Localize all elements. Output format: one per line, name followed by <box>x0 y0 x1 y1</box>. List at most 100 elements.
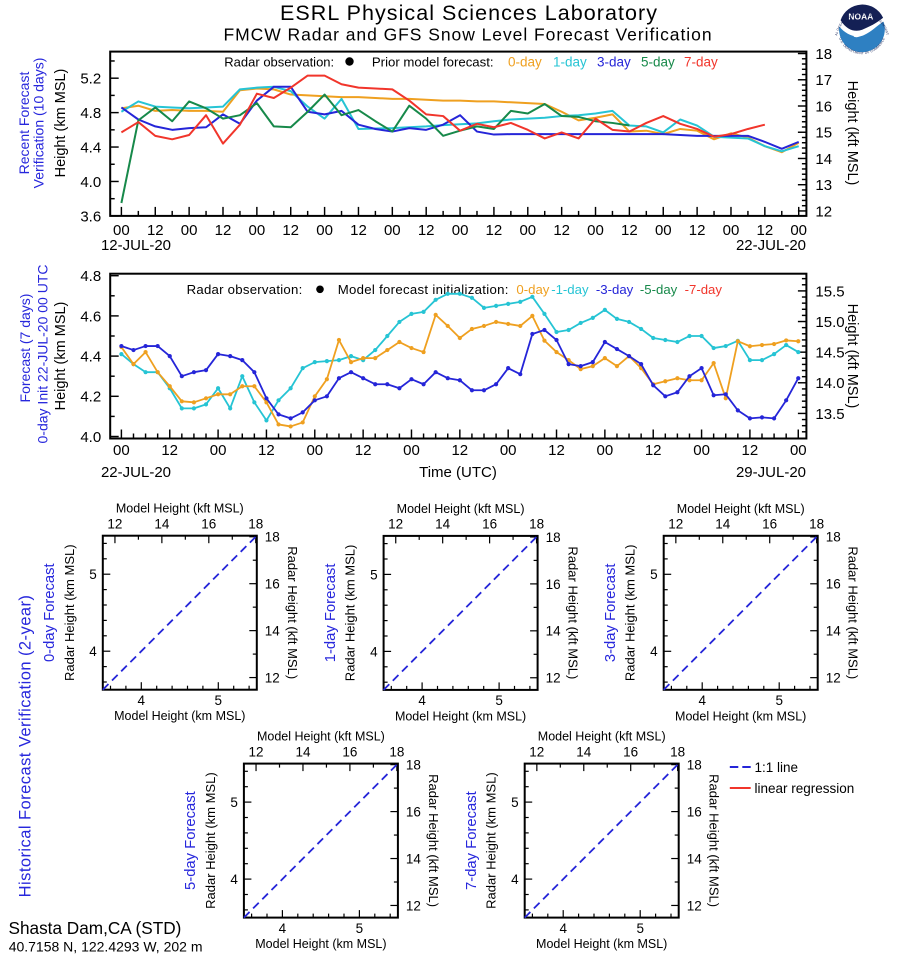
svg-text:15.5: 15.5 <box>815 283 844 300</box>
svg-text:14: 14 <box>687 851 703 866</box>
svg-text:Radar Height (kft MSL): Radar Height (kft MSL) <box>846 546 861 679</box>
svg-text:Verification (10 days): Verification (10 days) <box>31 58 47 189</box>
svg-text:18: 18 <box>265 530 280 545</box>
svg-text:0-day: 0-day <box>508 54 542 69</box>
svg-text:4.8: 4.8 <box>80 105 101 122</box>
svg-text:14: 14 <box>546 624 562 639</box>
svg-text:12: 12 <box>553 222 570 239</box>
svg-text:Radar Height (kft MSL): Radar Height (kft MSL) <box>285 546 300 679</box>
svg-text:5-day: 5-day <box>641 54 675 69</box>
svg-text:16: 16 <box>687 805 702 820</box>
svg-text:18: 18 <box>670 744 685 759</box>
svg-text:12: 12 <box>548 442 565 459</box>
svg-text:15.0: 15.0 <box>815 314 844 331</box>
svg-text:16: 16 <box>201 517 216 532</box>
svg-text:NOAA: NOAA <box>848 11 873 21</box>
svg-text:Radar Height (km MSL): Radar Height (km MSL) <box>343 545 358 682</box>
svg-text:7-day: 7-day <box>684 54 718 69</box>
svg-text:00: 00 <box>306 442 323 459</box>
svg-text:12: 12 <box>815 203 832 220</box>
svg-text:-7-day: -7-day <box>685 282 723 297</box>
svg-text:0-day Init 22-JUL-20 00 UTC: 0-day Init 22-JUL-20 00 UTC <box>35 265 51 444</box>
svg-text:00: 00 <box>403 442 420 459</box>
svg-text:00: 00 <box>210 442 227 459</box>
svg-text:Radar observation:: Radar observation: <box>187 282 303 297</box>
svg-text:12: 12 <box>248 744 263 759</box>
svg-text:13.5: 13.5 <box>815 406 844 423</box>
svg-text:5: 5 <box>650 567 658 582</box>
svg-text:18: 18 <box>809 517 824 532</box>
svg-text:12: 12 <box>687 898 702 913</box>
svg-text:1:1 line: 1:1 line <box>755 760 799 775</box>
svg-text:40.7158 N, 122.4293 W, 202 m: 40.7158 N, 122.4293 W, 202 m <box>9 939 203 955</box>
svg-text:18: 18 <box>248 517 263 532</box>
svg-text:00: 00 <box>790 222 807 239</box>
svg-text:3.6: 3.6 <box>80 208 101 225</box>
svg-text:-3-day: -3-day <box>596 282 634 297</box>
svg-text:Model Height (km MSL): Model Height (km MSL) <box>675 709 806 723</box>
svg-text:00: 00 <box>655 222 672 239</box>
svg-text:14: 14 <box>435 517 451 532</box>
svg-text:5: 5 <box>495 693 503 708</box>
svg-text:12: 12 <box>689 222 706 239</box>
svg-text:14.5: 14.5 <box>815 345 844 362</box>
svg-text:12: 12 <box>388 517 403 532</box>
svg-text:Recent Forecast: Recent Forecast <box>16 72 32 175</box>
svg-text:12: 12 <box>486 222 503 239</box>
svg-text:4: 4 <box>698 693 706 708</box>
svg-text:Model Height (kft MSL): Model Height (kft MSL) <box>538 730 666 744</box>
svg-text:Time (UTC): Time (UTC) <box>419 464 497 481</box>
svg-text:18: 18 <box>389 744 404 759</box>
svg-text:12: 12 <box>645 442 662 459</box>
svg-text:0-day Forecast: 0-day Forecast <box>42 563 58 662</box>
svg-text:12: 12 <box>668 517 683 532</box>
svg-text:12: 12 <box>406 898 421 913</box>
svg-text:14.0: 14.0 <box>815 375 844 392</box>
svg-text:14: 14 <box>576 744 592 759</box>
svg-text:16: 16 <box>762 517 777 532</box>
svg-text:4.8: 4.8 <box>80 268 101 285</box>
svg-text:18: 18 <box>529 517 544 532</box>
svg-text:13: 13 <box>815 177 832 194</box>
svg-text:4: 4 <box>138 693 146 708</box>
svg-text:4.0: 4.0 <box>80 429 101 446</box>
svg-text:22-JUL-20: 22-JUL-20 <box>101 464 171 481</box>
svg-text:4.4: 4.4 <box>80 349 101 366</box>
svg-text:Model Height (km MSL): Model Height (km MSL) <box>395 709 526 723</box>
svg-text:Radar Height (kft MSL): Radar Height (kft MSL) <box>707 774 722 907</box>
svg-text:14: 14 <box>295 744 311 759</box>
svg-text:5: 5 <box>775 693 783 708</box>
svg-text:5: 5 <box>89 567 97 582</box>
svg-text:5: 5 <box>230 795 238 810</box>
svg-text:1-day Forecast: 1-day Forecast <box>323 564 339 663</box>
svg-text:5.2: 5.2 <box>80 71 101 88</box>
svg-text:00: 00 <box>384 222 401 239</box>
svg-text:18: 18 <box>815 46 832 63</box>
svg-text:Height (km MSL): Height (km MSL) <box>53 302 69 411</box>
svg-text:16: 16 <box>342 744 357 759</box>
svg-text:4: 4 <box>559 921 567 936</box>
svg-text:14: 14 <box>406 851 422 866</box>
svg-text:15: 15 <box>815 125 832 142</box>
svg-text:Historical Forecast Verificati: Historical Forecast Verification (2-year… <box>17 595 35 898</box>
svg-text:5: 5 <box>511 795 519 810</box>
svg-text:Radar Height (km MSL): Radar Height (km MSL) <box>62 544 77 681</box>
svg-text:12: 12 <box>742 442 759 459</box>
svg-text:12: 12 <box>451 442 468 459</box>
svg-text:17: 17 <box>815 72 832 89</box>
svg-text:5: 5 <box>356 921 364 936</box>
svg-text:12: 12 <box>107 517 122 532</box>
svg-text:16: 16 <box>815 98 832 115</box>
svg-text:Model Height (kft MSL): Model Height (kft MSL) <box>116 502 244 516</box>
svg-text:18: 18 <box>687 758 702 773</box>
svg-text:12: 12 <box>147 222 164 239</box>
svg-text:Model Height (kft MSL): Model Height (kft MSL) <box>257 730 385 744</box>
svg-text:12: 12 <box>621 222 638 239</box>
svg-text:4: 4 <box>650 644 658 659</box>
svg-text:12: 12 <box>282 222 299 239</box>
svg-text:Height (km MSL): Height (km MSL) <box>53 69 69 178</box>
svg-text:FMCW Radar and GFS Snow Level: FMCW Radar and GFS Snow Level Forecast V… <box>223 25 712 45</box>
svg-text:Radar Height (kft MSL): Radar Height (kft MSL) <box>426 774 441 907</box>
svg-text:Model Height (km MSL): Model Height (km MSL) <box>536 937 667 951</box>
svg-text:1-day: 1-day <box>553 54 587 69</box>
